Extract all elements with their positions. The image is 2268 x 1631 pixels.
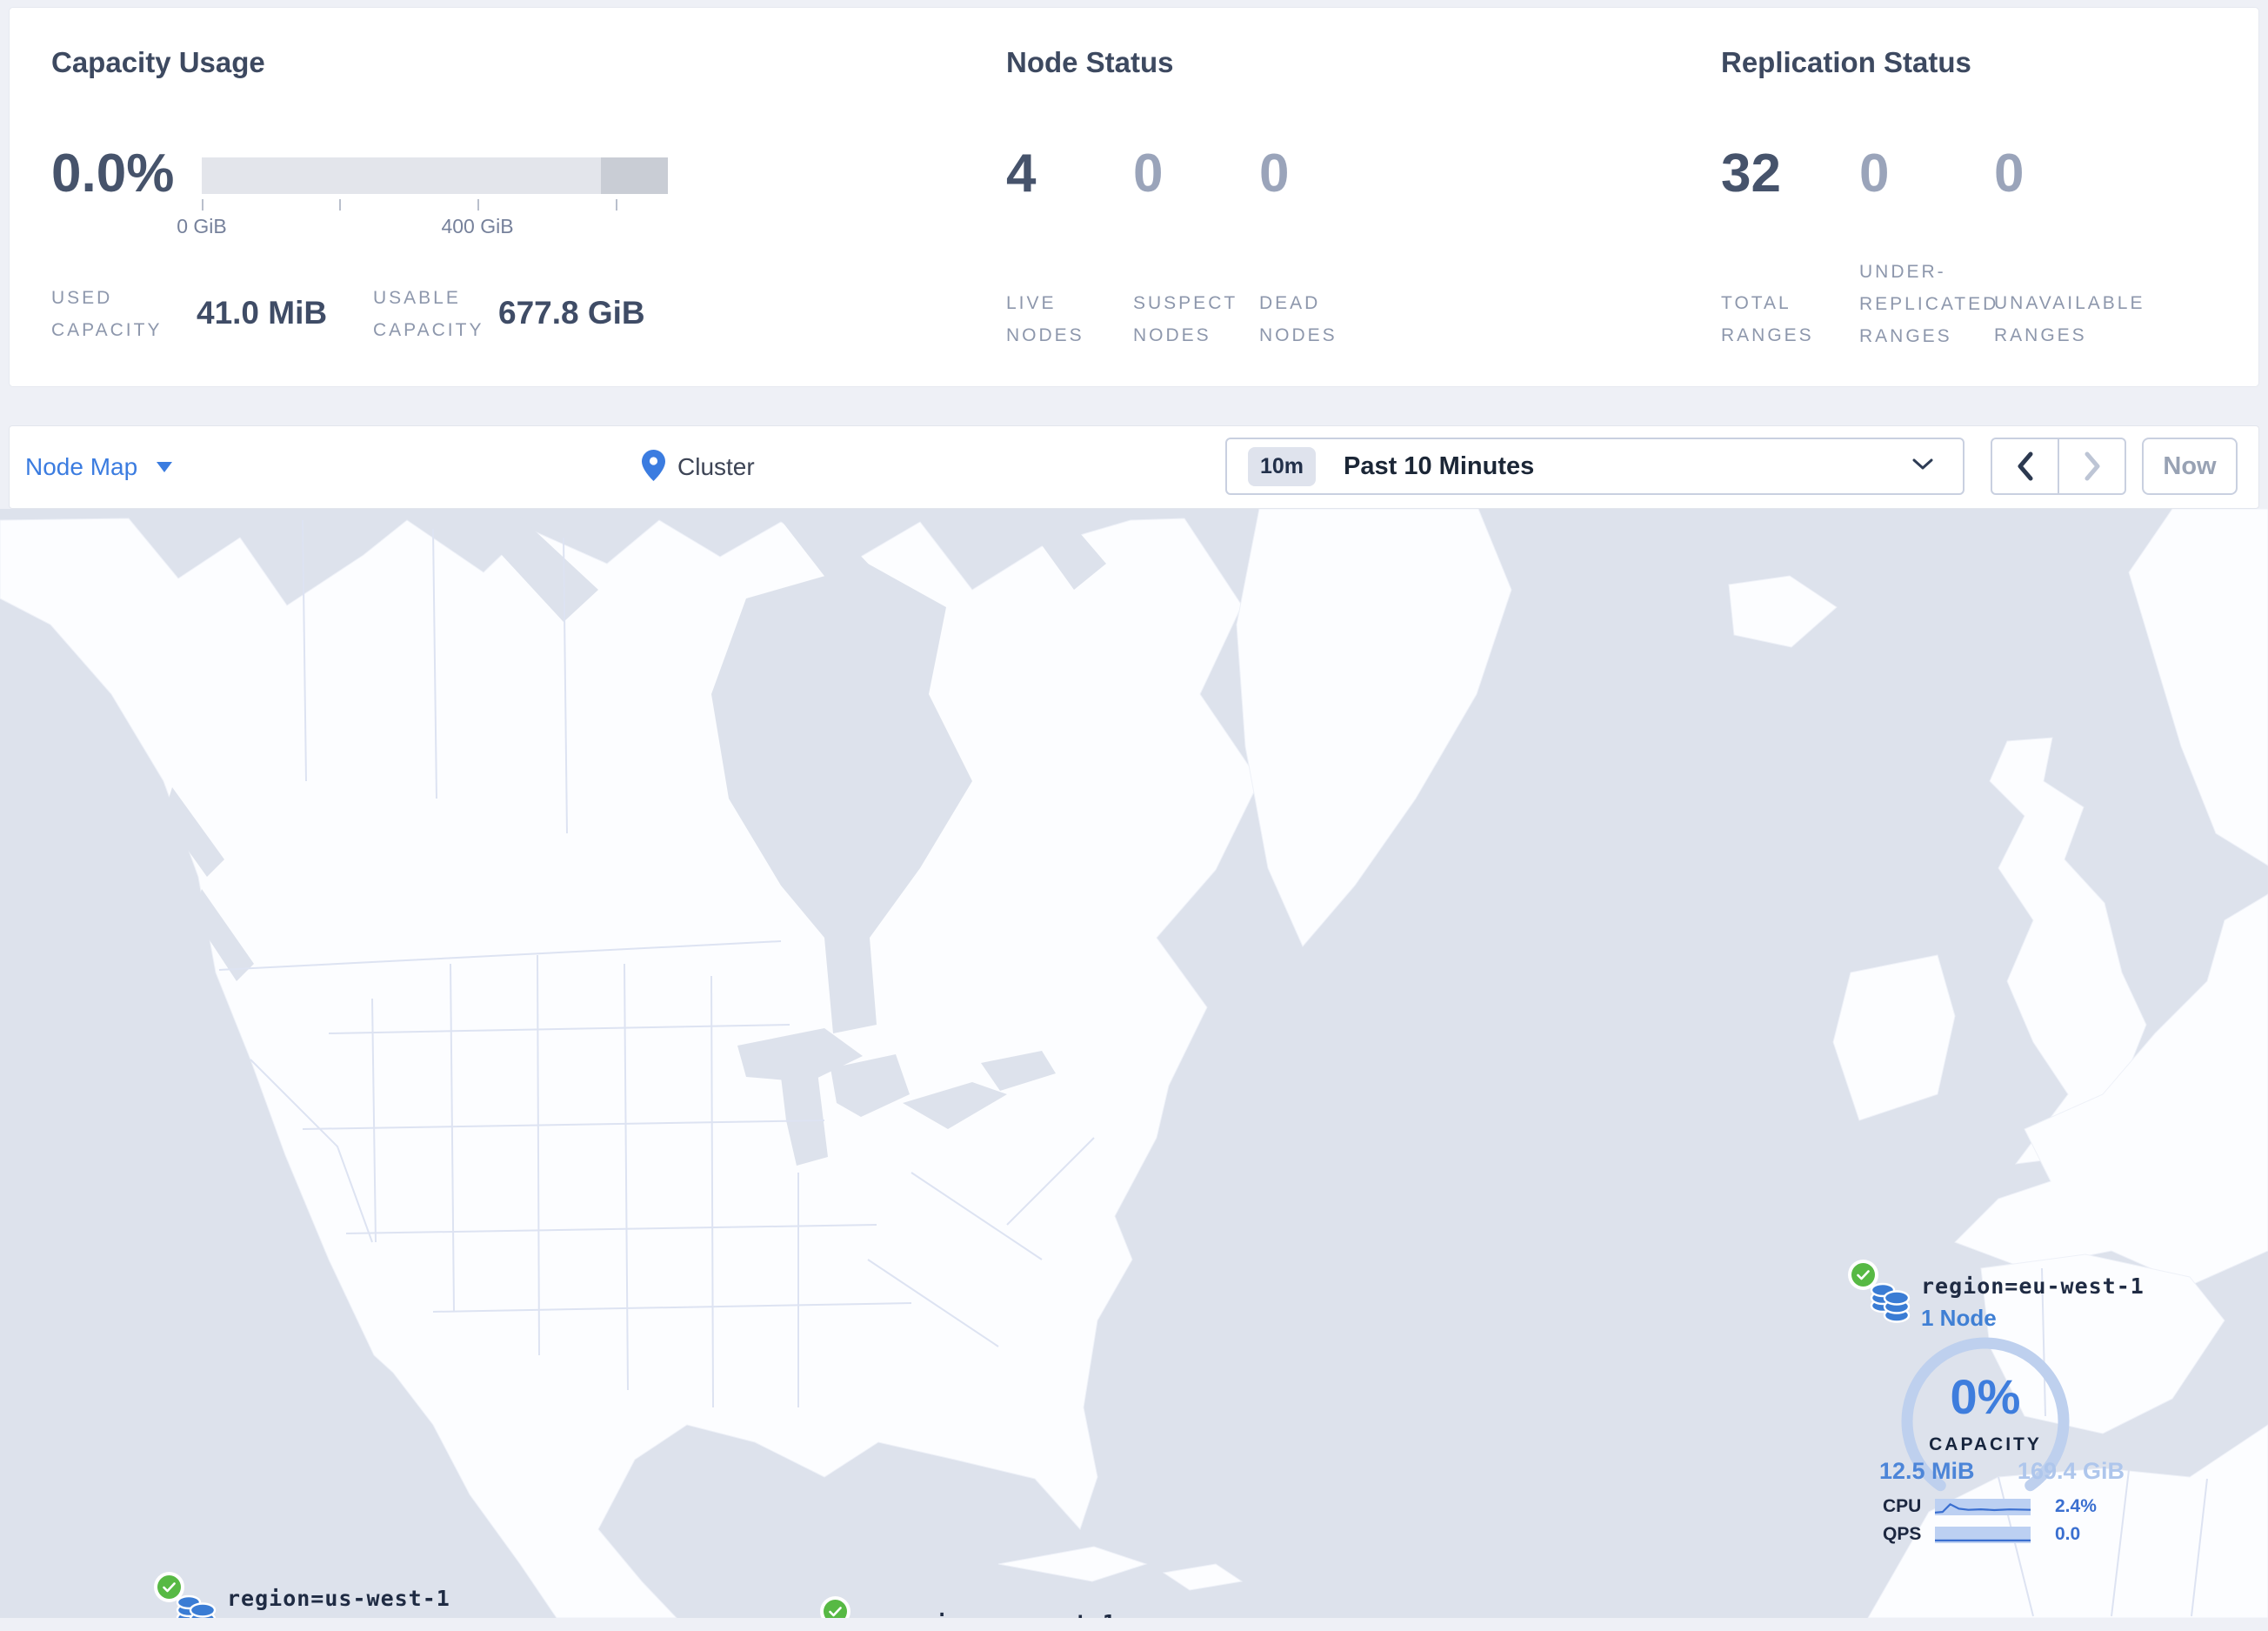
qps-value: 0.0 <box>2055 1524 2081 1544</box>
capacity-values: 12.5 MiB 169.4 GiB <box>1879 1458 2125 1485</box>
map-water-arctic-channel <box>772 509 874 598</box>
replication-status-title: Replication Status <box>1721 46 1971 78</box>
map-water-lake-huron <box>830 1054 910 1117</box>
live-nodes-label: LIVE NODES <box>1006 293 1084 345</box>
breadcrumb-cluster-label: Cluster <box>677 453 755 480</box>
region-marker-us-east-1[interactable]: region=us-east-1 2 Nodes 0% CAPACITY 16.… <box>824 1600 1119 1618</box>
used-capacity-value: 41.0 MiB <box>197 295 328 331</box>
map-water-coastal-inlet <box>193 889 254 981</box>
map-toolbar: Node Map Cluster 10m Past 10 Minutes <box>9 425 2259 509</box>
usable-capacity-label: USABLE CAPACITY <box>373 288 484 340</box>
under-replicated-ranges-label: UNDER-REPLICATED RANGES <box>1859 262 1999 346</box>
unavailable-ranges-label: UNAVAILABLE RANGES <box>1994 293 2145 345</box>
map-land-north-america <box>0 518 1260 1618</box>
check-circle-icon <box>824 1600 847 1618</box>
map-water-arctic-channel <box>1016 509 1106 590</box>
unavailable-ranges-value: 0 <box>1994 144 2025 204</box>
map-water-coastal-inlet <box>163 787 224 877</box>
used-capacity-label: USED CAPACITY <box>51 288 163 340</box>
gauge-arc <box>1901 1337 2070 1492</box>
capacity-usage-bar-endcap <box>601 157 668 194</box>
bar-tick <box>616 199 617 211</box>
time-range-dropdown[interactable]: 10m Past 10 Minutes <box>1225 438 1964 495</box>
chevron-right-icon <box>2085 451 2099 481</box>
database-stack-icon <box>1869 1280 1912 1328</box>
time-range-badge: 10m <box>1248 446 1317 486</box>
cluster-summary-card: Capacity Usage 0.0% 0 GiB 400 GiB USED C… <box>9 7 2259 387</box>
capacity-gauge: 0% CAPACITY <box>1901 1337 2070 1506</box>
under-replicated-ranges-value: 0 <box>1859 144 1890 204</box>
total-ranges-value: 32 <box>1721 144 1781 204</box>
map-water-lake-michigan <box>781 1072 828 1166</box>
now-button[interactable]: Now <box>2142 438 2238 495</box>
map-land-iceland <box>1728 575 1838 648</box>
region-node-count: 1 Node <box>227 1617 303 1618</box>
qps-sparkline <box>1933 1526 2032 1543</box>
capacity-usage-percent: 0.0% <box>51 144 175 204</box>
bar-tick <box>477 199 479 211</box>
location-pin-icon <box>642 449 665 485</box>
dead-nodes-value: 0 <box>1259 144 1290 204</box>
region-name: region=eu-west-1 <box>1921 1273 2145 1299</box>
time-step-buttons <box>1991 438 2126 495</box>
caret-down-icon <box>157 462 173 472</box>
bar-tick-label-400: 400 GiB <box>441 215 514 237</box>
next-time-button[interactable] <box>2059 439 2125 493</box>
view-selector-dropdown[interactable]: Node Map <box>25 426 173 508</box>
cpu-value: 2.4% <box>2055 1496 2097 1516</box>
region-node-count: 1 Node <box>1921 1305 1997 1331</box>
capacity-usage-title: Capacity Usage <box>51 46 265 78</box>
region-marker-us-west-1[interactable]: region=us-west-1 1 Node 0% CAPACITY 12.2… <box>157 1575 453 1618</box>
prev-time-button[interactable] <box>1992 439 2059 493</box>
qps-row: QPS 0.0 <box>1883 1524 2080 1545</box>
breadcrumb[interactable]: Cluster <box>642 426 755 508</box>
node-status-title: Node Status <box>1006 46 1174 78</box>
map-land-cuba <box>997 1546 1148 1582</box>
capacity-label: CAPACITY <box>1929 1434 2042 1454</box>
capacity-total-value: 169.4 GiB <box>2017 1458 2125 1484</box>
bar-tick <box>202 199 203 211</box>
suspect-nodes-label: SUSPECT NODES <box>1133 293 1237 345</box>
bar-tick <box>339 199 341 211</box>
view-selector-label: Node Map <box>25 453 138 480</box>
check-circle-icon <box>1851 1263 1875 1287</box>
check-circle-icon <box>157 1575 181 1599</box>
dead-nodes-label: DEAD NODES <box>1259 293 1337 345</box>
capacity-usage-bar <box>202 157 668 194</box>
map-water-hudson-bay <box>711 564 972 1033</box>
database-stack-icon <box>175 1593 218 1618</box>
chevron-down-icon <box>1912 458 1933 475</box>
total-ranges-label: TOTAL RANGES <box>1721 293 1814 345</box>
map-land-norway <box>2128 509 2268 866</box>
region-name: region=us-west-1 <box>227 1586 450 1611</box>
region-marker-eu-west-1[interactable]: region=eu-west-1 1 Node 0% CAPACITY 12.5… <box>1851 1263 2147 1550</box>
usable-capacity-value: 677.8 GiB <box>498 295 645 331</box>
capacity-percent: 0% <box>1950 1369 2021 1424</box>
cpu-sparkline <box>1933 1498 2032 1515</box>
world-map <box>0 509 2268 1618</box>
map-borders <box>218 519 2208 1617</box>
map-water-lake-ontario <box>981 1051 1056 1091</box>
time-range-label: Past 10 Minutes <box>1344 451 1535 480</box>
bar-tick-label-0: 0 GiB <box>177 215 227 237</box>
cpu-row: CPU 2.4% <box>1883 1496 2097 1517</box>
suspect-nodes-value: 0 <box>1133 144 1164 204</box>
region-name: region=us-east-1 <box>893 1610 1117 1618</box>
chevron-left-icon <box>2018 451 2032 481</box>
qps-label: QPS <box>1883 1524 1922 1544</box>
database-stack-icon <box>841 1617 884 1618</box>
node-map: region=us-west-1 1 Node 0% CAPACITY 12.2… <box>0 509 2268 1618</box>
live-nodes-value: 4 <box>1006 144 1037 204</box>
cpu-label: CPU <box>1883 1496 1922 1516</box>
map-water-lake-erie <box>903 1082 1007 1129</box>
map-land-greenland <box>1236 509 1512 947</box>
map-land-hispaniola <box>1162 1563 1244 1591</box>
map-land-ireland <box>1832 954 1956 1121</box>
capacity-used-value: 12.5 MiB <box>1879 1458 1975 1484</box>
